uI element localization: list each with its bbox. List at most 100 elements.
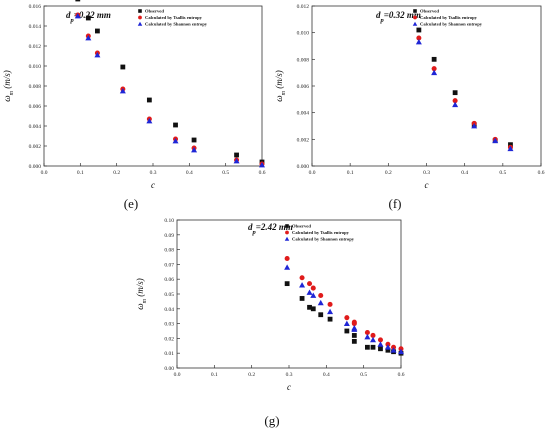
y-tick-label: 0.000 (297, 164, 310, 170)
data-point (85, 15, 91, 21)
legend-label: Calculated by Shannon entropy (420, 22, 483, 27)
y-tick-label: 0.07 (164, 262, 174, 268)
y-tick-label: 0.04 (164, 307, 174, 313)
data-point (415, 39, 422, 45)
data-point (370, 332, 376, 338)
data-point (95, 28, 100, 34)
data-point (384, 344, 391, 350)
data-point (327, 301, 333, 307)
x-tick-label: 0.6 (538, 170, 545, 176)
y-tick-label: 0.10 (164, 218, 174, 224)
data-point (378, 346, 383, 352)
data-point (398, 348, 404, 355)
x-tick-label: 0.4 (323, 372, 330, 378)
x-tick-label: 0.0 (309, 170, 316, 176)
data-point (234, 152, 239, 158)
x-tick-label: 0.2 (113, 170, 120, 176)
x-axis-label: c (425, 180, 429, 190)
data-point (343, 320, 350, 326)
y-tick-label: 0.09 (164, 233, 174, 239)
data-point (507, 145, 514, 152)
y-tick-label: 0.012 (297, 4, 310, 10)
x-axis-label: c (287, 382, 291, 392)
data-point (452, 90, 458, 96)
y-tick-label: 0.06 (164, 277, 174, 283)
data-point (344, 315, 350, 321)
data-point (416, 35, 422, 41)
data-point (431, 69, 438, 76)
data-point (351, 333, 357, 338)
x-tick-label: 0.3 (286, 372, 293, 378)
legend-label: Calculated by Tsallis entropy (420, 15, 478, 20)
data-point (344, 328, 350, 334)
chart-f: 0.0 0.1 0.2 0.3 0.4 0.5 0.6 0.000 0.002 0.004 0.00… (274, 4, 545, 190)
chart-e: 0.0 0.1 0.2 0.3 0.4 0.5 0.6 0.000 0.002 0.004 0.00… (2, 0, 266, 190)
data-point (310, 285, 316, 291)
y-tick-label: 0.00 (164, 366, 174, 372)
data-point (452, 101, 459, 108)
data-point (351, 338, 357, 344)
y-tick-label: 0.02 (164, 336, 174, 342)
data-point (259, 162, 265, 168)
series-1 (75, 12, 265, 167)
legend-marker (285, 224, 289, 228)
y-tick-label: 0.014 (29, 24, 42, 30)
y-axis-label: ωm (m/s) (274, 70, 287, 101)
data-point (471, 123, 478, 129)
data-point (385, 347, 391, 353)
x-tick-label: 0.1 (77, 170, 84, 176)
chart-title: dp=2.42 mm (248, 222, 293, 236)
plot-frame (43, 5, 263, 167)
legend-label: Observed (145, 9, 164, 14)
chart-g: 0.0 0.1 0.2 0.3 0.4 0.5 0.6 0.00 0.01 0.02 0.03 0.0… (135, 218, 405, 392)
data-point (120, 64, 126, 70)
legend-marker (137, 21, 143, 26)
x-tick-label: 0.1 (347, 170, 354, 176)
data-point (364, 329, 370, 336)
legend-label: Observed (420, 9, 439, 14)
chart-title: dp=0.22 mm (66, 10, 111, 24)
data-point (307, 281, 313, 287)
y-tick-label: 0.006 (29, 104, 42, 110)
data-point (74, 13, 81, 19)
y-tick-label: 0.01 (164, 351, 174, 357)
data-point (365, 344, 370, 350)
x-tick-label: 0.6 (398, 372, 405, 378)
data-point (146, 118, 153, 124)
y-tick-label: 0.05 (164, 292, 174, 298)
plot-frame (311, 5, 542, 167)
x-tick-label: 0.4 (186, 170, 193, 176)
panel-label: (e) (124, 196, 138, 211)
series-0 (416, 27, 513, 148)
data-point (327, 308, 334, 315)
data-point (364, 333, 371, 340)
data-point (492, 137, 499, 144)
x-tick-label: 0.4 (461, 170, 468, 176)
y-tick-label: 0.002 (297, 137, 310, 143)
series-1 (416, 35, 513, 150)
data-point (370, 344, 376, 350)
data-point (307, 304, 312, 310)
y-tick-label: 0.006 (297, 84, 310, 90)
x-tick-label: 0.3 (150, 170, 157, 176)
x-tick-label: 0.2 (385, 170, 392, 176)
series-2 (284, 264, 404, 355)
series-2 (74, 13, 265, 168)
y-tick-label: 0.002 (29, 144, 42, 150)
x-axis-label: c (151, 180, 155, 190)
data-point (284, 281, 290, 287)
x-tick-label: 0.3 (423, 170, 430, 176)
legend-marker (138, 9, 142, 13)
panel-label: (g) (264, 413, 279, 428)
series-1 (284, 255, 404, 352)
data-point (351, 326, 358, 332)
data-point (431, 66, 437, 72)
x-tick-label: 0.5 (222, 170, 229, 176)
data-point (306, 289, 313, 295)
y-axis-label: ωm (m/s) (135, 278, 148, 309)
y-tick-label: 0.03 (164, 322, 174, 328)
data-point (508, 142, 513, 148)
data-point (75, 0, 81, 2)
data-point (233, 158, 240, 164)
